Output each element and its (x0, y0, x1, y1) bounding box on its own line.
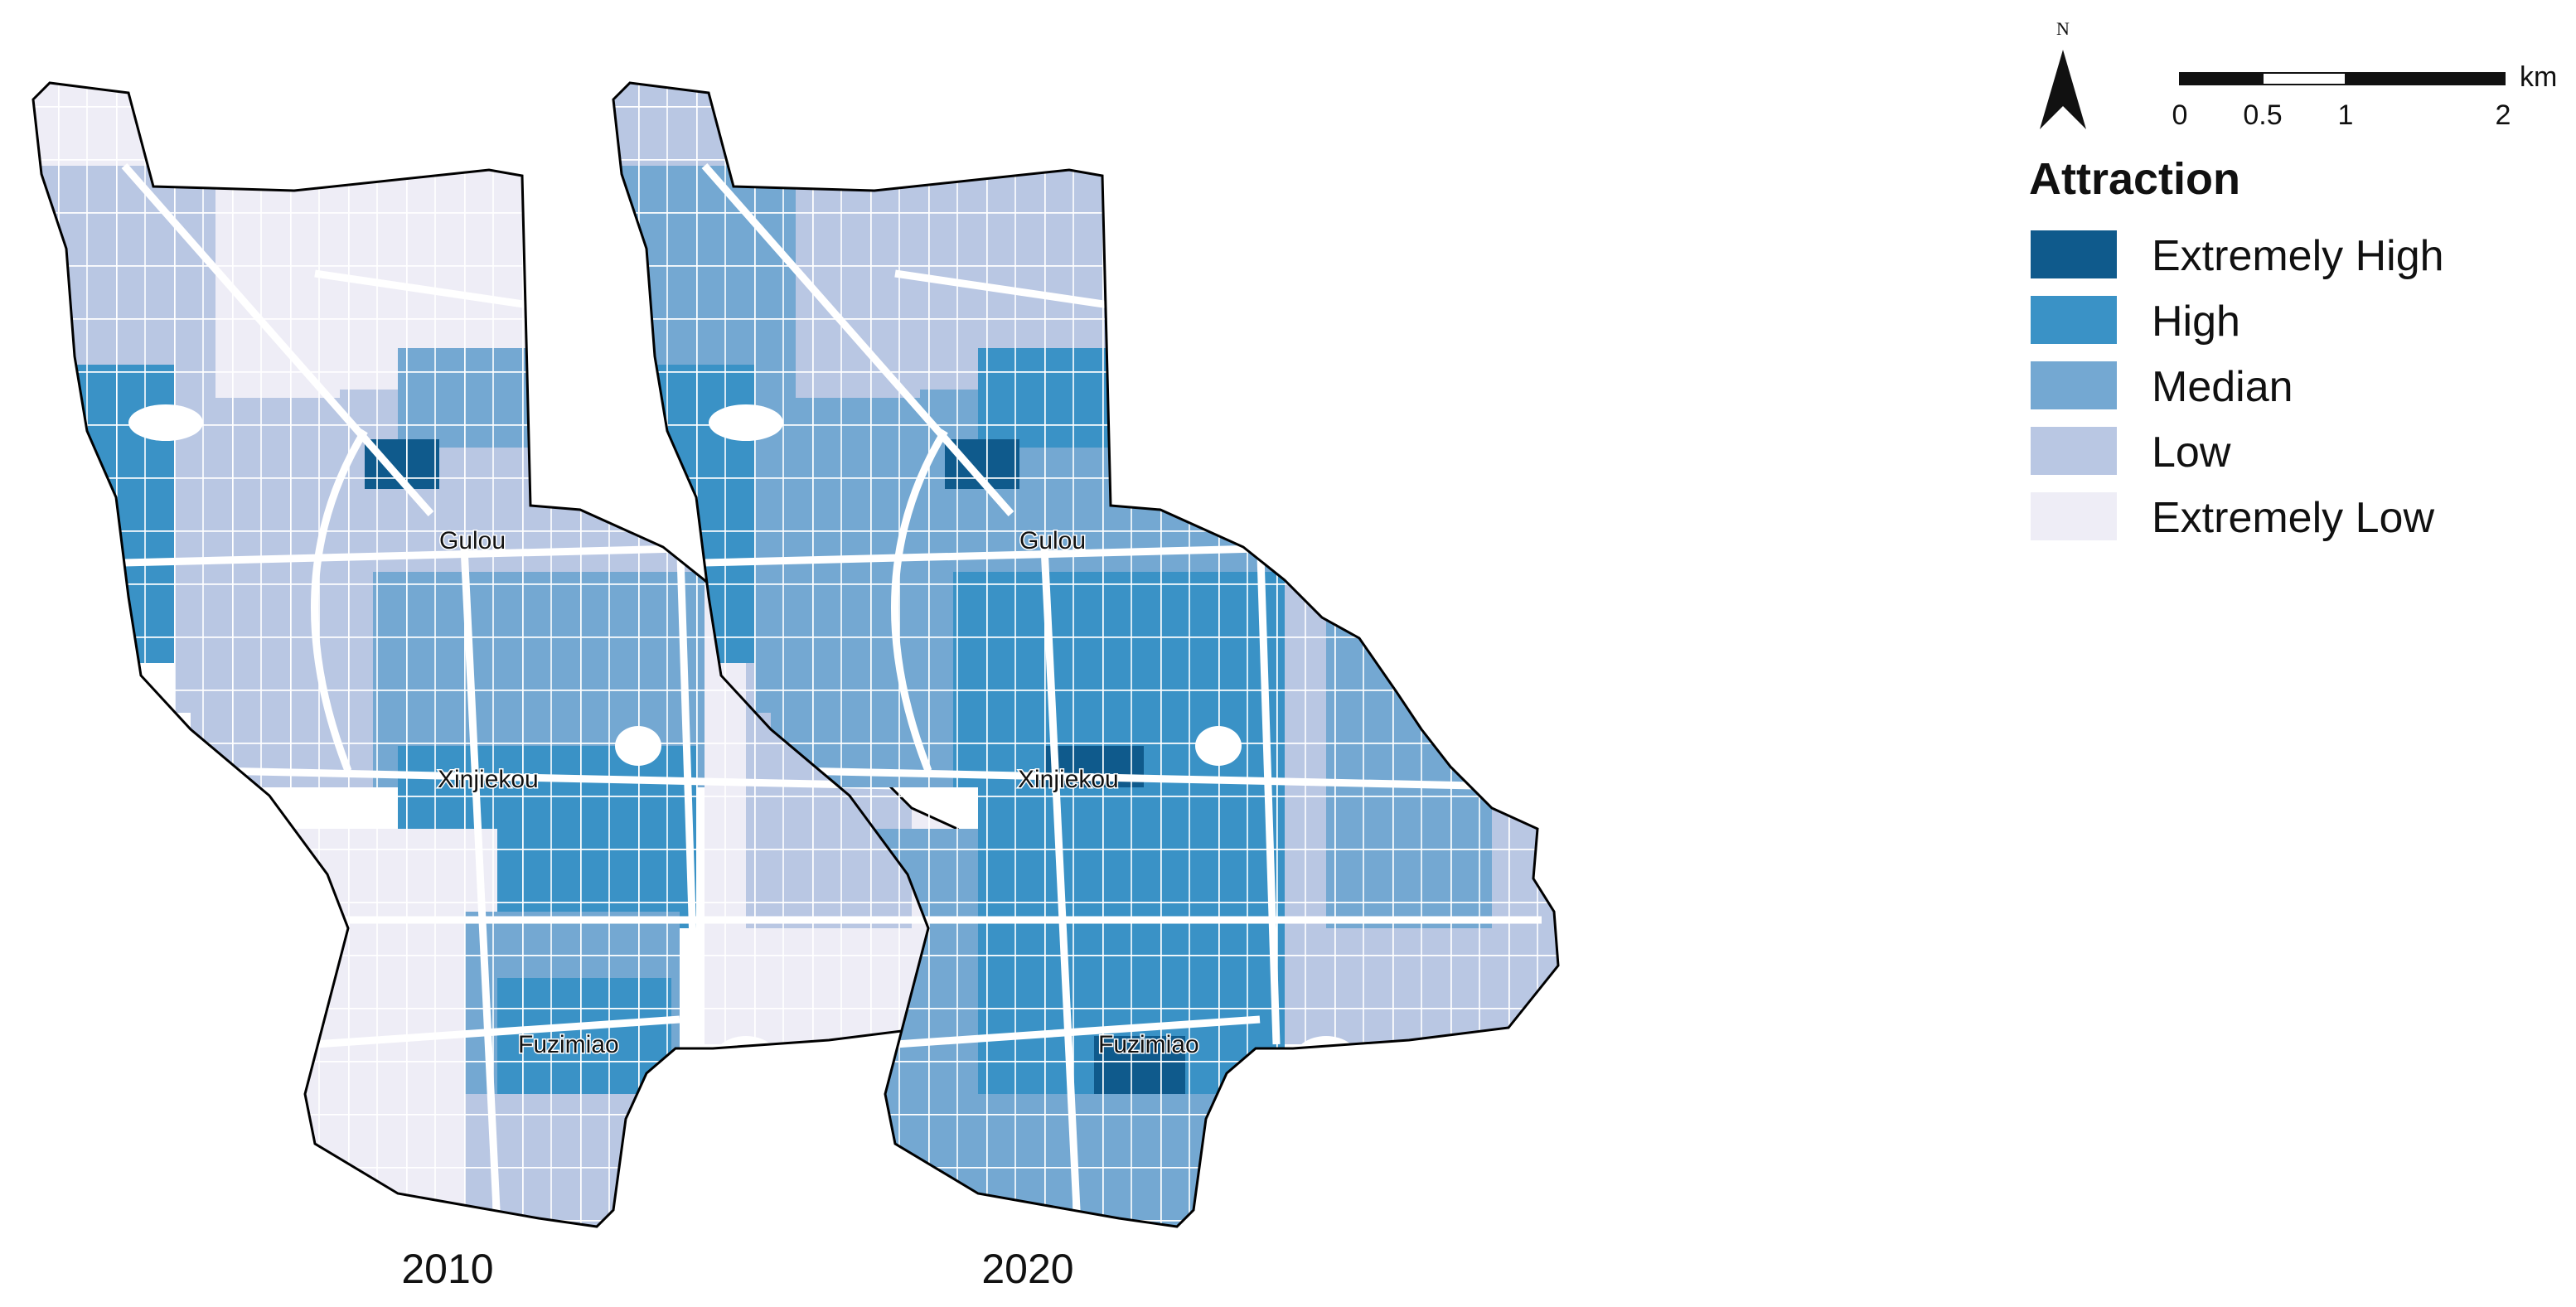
legend-swatch-low (2031, 427, 2117, 475)
legend-swatch-high (2031, 296, 2117, 344)
scale-bar-segment-1 (2179, 72, 2264, 85)
road-network (613, 83, 1558, 1227)
scale-bar-unit: km (2520, 61, 2557, 93)
major-roads (671, 163, 1551, 1227)
place-label-fuzimiao: Fuzimiao (518, 1031, 619, 1058)
legend-swatch-extremely-high (2031, 230, 2117, 278)
district-boundary (31, 81, 980, 1228)
legend-label: Extremely High (2152, 232, 2444, 280)
legend-item: Extremely High (2031, 230, 2444, 280)
north-arrow-icon (2040, 50, 2086, 129)
legend-title: Attraction (2029, 154, 2240, 204)
place-label-gulou: Gulou (439, 527, 506, 554)
place-label-xinjiekou: Xinjiekou (1018, 766, 1119, 793)
scale-bar-tick-0: 0 (2172, 99, 2188, 131)
legend-label: Extremely Low (2152, 494, 2434, 542)
scale-bar-segment-2 (2262, 72, 2346, 85)
district-boundary (612, 81, 1560, 1228)
district-fill (613, 83, 1558, 1227)
place-label-xinjiekou: Xinjiekou (438, 766, 539, 793)
legend-item: Median (2031, 361, 2293, 411)
north-arrow: N (2040, 18, 2086, 129)
scale-bar-tick-2: 2 (2496, 99, 2511, 131)
legend-item: Low (2031, 427, 2231, 477)
legend-item: High (2031, 296, 2240, 346)
scale-bar-tick-0-5: 0.5 (2243, 99, 2282, 131)
legend-item: Extremely Low (2031, 492, 2434, 542)
legend-swatch-extremely-low (2031, 492, 2117, 540)
place-label-gulou: Gulou (1019, 527, 1086, 554)
scale-bar: km 0 0.5 1 2 (2172, 61, 2558, 131)
scale-bar-tick-1: 1 (2338, 99, 2354, 131)
map-year-label: 2010 (401, 1246, 493, 1292)
map-year-label: 2020 (981, 1246, 1073, 1292)
map-2020: Gulou Xinjiekou Fuzimiao 2020 (612, 81, 1560, 1292)
scale-bar-segment-3 (2345, 72, 2506, 85)
legend-label: Median (2152, 363, 2293, 411)
place-label-fuzimiao: Fuzimiao (1098, 1031, 1199, 1058)
north-arrow-label: N (2056, 18, 2070, 39)
legend-label: High (2152, 298, 2240, 346)
legend-label: Low (2152, 428, 2231, 477)
legend-swatch-median (2031, 361, 2117, 409)
legend: Attraction Extremely High High Median Lo… (2029, 154, 2444, 542)
